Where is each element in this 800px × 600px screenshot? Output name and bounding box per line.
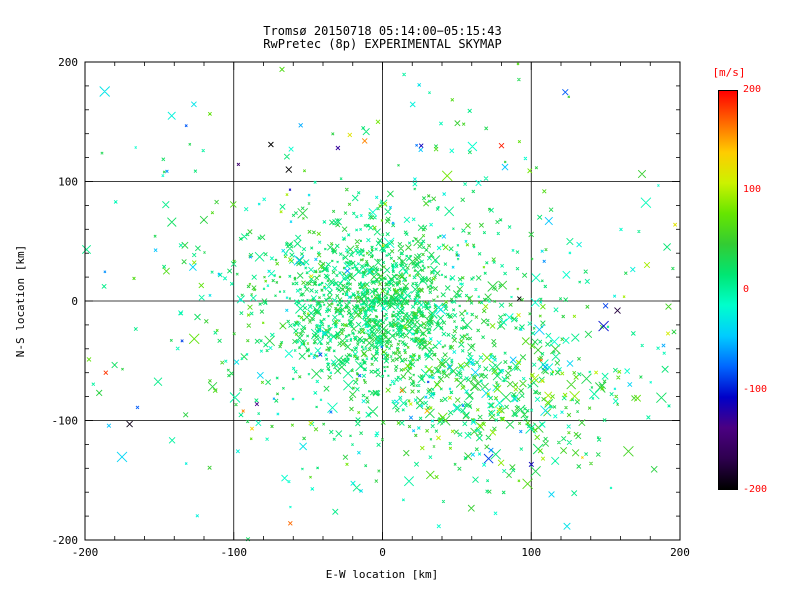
scatter-series <box>279 193 651 461</box>
plot-subtitle: RwPretec (8p) EXPERIMENTAL SKYMAP <box>263 37 502 51</box>
scatter-series <box>335 145 341 151</box>
scatter-series <box>106 147 553 433</box>
x-tick-label: -200 <box>72 546 99 559</box>
scatter-points-group <box>81 62 678 542</box>
scatter-series <box>91 72 671 487</box>
tick-labels: -200 -100 0 100 200 -200 -100 0 100 200 <box>52 56 690 559</box>
scatter-series <box>180 302 609 464</box>
scatter-series <box>135 88 569 410</box>
grid-lines <box>85 62 680 540</box>
scatter-series <box>111 150 667 542</box>
scatter-series <box>100 77 675 477</box>
scatter-series <box>308 370 599 441</box>
colorbar-tick-label: 200 <box>743 84 762 95</box>
scatter-series <box>191 257 580 467</box>
plot-title: Tromsø 20150718 05:14:00−05:15:43 <box>263 24 502 38</box>
scatter-series <box>103 169 546 453</box>
scatter-series <box>329 143 465 414</box>
plot-box <box>84 61 681 541</box>
scatter-series <box>309 243 671 384</box>
scatter-series <box>347 132 678 227</box>
scatter-series <box>113 121 666 502</box>
scatter-series <box>498 142 505 149</box>
y-axis-label: N-S location [km] <box>14 245 27 358</box>
x-tick-label: 0 <box>379 546 386 559</box>
scatter-series <box>103 370 109 376</box>
scatter-series <box>287 358 543 526</box>
scatter-series <box>288 143 534 468</box>
scatter-series <box>99 82 571 530</box>
scatter-series <box>116 220 633 498</box>
colorbar-tick-label: 100 <box>743 184 762 195</box>
x-tick-label: -100 <box>221 546 248 559</box>
y-tick-label: 100 <box>58 176 78 189</box>
colorbar-tick-label: 0 <box>743 284 750 295</box>
scatter-series <box>132 62 621 490</box>
colorbar-tick-label: -100 <box>743 384 768 395</box>
scatter-series <box>246 119 622 467</box>
y-tick-label: 200 <box>58 56 78 69</box>
scatter-series <box>614 307 621 314</box>
scatter-series <box>95 132 677 494</box>
scatter-series <box>254 401 260 407</box>
scatter-series <box>268 141 522 301</box>
axis-ticks <box>84 61 681 541</box>
scatter-series <box>598 320 609 332</box>
x-tick-label: 100 <box>521 546 541 559</box>
scatter-series <box>208 122 672 466</box>
x-axis-label: E-W location [km] <box>326 568 439 581</box>
colorbar-tick-label: -200 <box>743 484 768 495</box>
scatter-series <box>167 101 636 518</box>
y-tick-label: -200 <box>52 534 79 547</box>
scatter-series <box>249 426 584 459</box>
scatter-series <box>86 111 642 483</box>
scatter-series <box>241 138 405 413</box>
x-tick-label: 200 <box>670 546 690 559</box>
scatter-series <box>236 162 241 167</box>
scatter-series <box>248 122 666 401</box>
scatter-series <box>162 125 672 504</box>
y-tick-label: -100 <box>52 415 79 428</box>
scatter-series <box>126 420 133 428</box>
scatter-series <box>134 141 660 529</box>
scatter-series <box>424 408 430 414</box>
colorbar-label: [m/s] <box>712 66 746 79</box>
y-tick-label: 0 <box>71 295 78 308</box>
colorbar-gradient <box>718 90 738 490</box>
